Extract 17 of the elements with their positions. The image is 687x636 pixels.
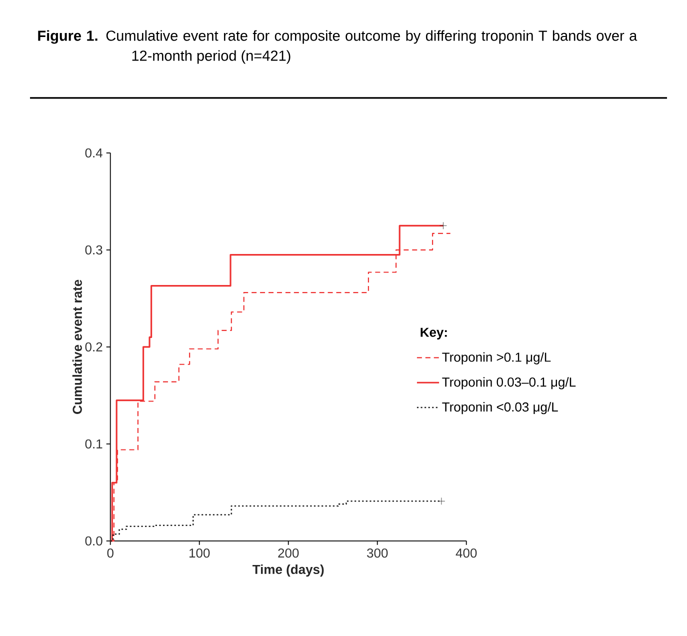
x-tick-label: 100 [190, 548, 210, 558]
legend-label: Troponin <0.03 μg/L [442, 402, 558, 414]
x-tick-label: 200 [278, 548, 299, 558]
y-axis-title: Cumulative event rate [72, 280, 82, 414]
legend-title: Key: [420, 328, 447, 340]
x-tick-label: 400 [456, 548, 477, 558]
legend-label: Troponin >0.1 μg/L [442, 352, 551, 364]
y-tick-label: 0.2 [85, 342, 102, 352]
y-tick-label: 0.4 [85, 148, 102, 158]
y-tick-label: 0.0 [85, 536, 102, 546]
y-tick-label: 0.1 [85, 439, 102, 449]
chart-title: Figure 1. Cumulative event rate for composite outcome by differing troponin T bands over a 12-month period (n=421) [38, 30, 638, 64]
legend-label: Troponin 0.03–0.1 μg/L [442, 377, 576, 390]
x-tick-label: 300 [367, 548, 388, 558]
x-axis-title: Time (days) [252, 564, 324, 577]
y-tick-label: 0.3 [85, 245, 102, 255]
x-tick-label: 0 [107, 548, 114, 558]
